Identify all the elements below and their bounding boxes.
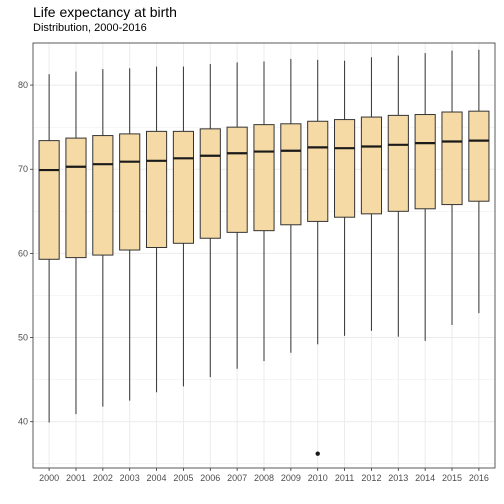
iqr-box — [360, 116, 383, 215]
x-tick-label: 2002 — [93, 473, 113, 483]
box-2007 — [226, 62, 248, 369]
chart-title: Life expectancy at birth — [33, 4, 177, 20]
axes: 40 50 60 70 80 2000 2001 2002 2003 2004 2005 2006 20… — [18, 80, 489, 483]
iqr-box — [92, 135, 114, 256]
outlier-point — [315, 451, 320, 456]
x-tick-label: 2005 — [173, 473, 193, 483]
box-2002 — [92, 69, 114, 407]
x-tick-label: 2016 — [469, 473, 489, 483]
y-tick-label: 50 — [18, 333, 28, 343]
box-2006 — [199, 64, 221, 378]
x-tick-label: 2007 — [227, 473, 247, 483]
x-tick-label: 2009 — [281, 473, 301, 483]
iqr-box — [280, 123, 302, 226]
x-tick-label: 2000 — [39, 473, 59, 483]
box-2001 — [65, 71, 87, 415]
box-2014 — [414, 53, 436, 341]
y-tick-label: 40 — [18, 417, 28, 427]
iqr-box — [307, 120, 329, 222]
iqr-box — [414, 114, 436, 210]
iqr-box — [119, 133, 141, 251]
box-2009 — [280, 58, 302, 353]
x-tick-label: 2013 — [388, 473, 408, 483]
iqr-box — [65, 137, 87, 259]
iqr-box — [441, 111, 463, 206]
iqr-box — [199, 128, 221, 239]
box-2000 — [38, 74, 60, 423]
x-tick-label: 2006 — [200, 473, 220, 483]
x-tick-label: 2003 — [120, 473, 140, 483]
box-2008 — [253, 61, 275, 362]
box-2010 — [307, 59, 329, 456]
x-tick-label: 2015 — [442, 473, 462, 483]
iqr-box — [468, 110, 490, 202]
y-tick-label: 80 — [18, 80, 28, 90]
x-tick-label: 2008 — [254, 473, 274, 483]
box-series — [38, 49, 490, 456]
iqr-box — [253, 124, 275, 232]
chart-subtitle: Distribution, 2000-2016 — [33, 22, 147, 34]
iqr-box — [226, 126, 248, 233]
iqr-box — [172, 130, 194, 244]
x-tick-label: 2010 — [308, 473, 328, 483]
iqr-box — [38, 140, 60, 260]
x-tick-label: 2012 — [361, 473, 381, 483]
x-tick-label: 2014 — [415, 473, 435, 483]
box-2015 — [441, 50, 463, 325]
y-tick-label: 60 — [18, 248, 28, 258]
x-tick-label: 2004 — [147, 473, 167, 483]
iqr-box — [387, 114, 409, 212]
x-tick-label: 2011 — [335, 473, 354, 483]
box-2012 — [360, 57, 383, 331]
iqr-box — [145, 130, 168, 249]
iqr-box — [334, 119, 356, 218]
y-tick-label: 70 — [18, 164, 28, 174]
box-2005 — [172, 66, 194, 387]
box-2011 — [334, 60, 356, 336]
box-2004 — [145, 66, 168, 393]
x-tick-label: 2001 — [66, 473, 86, 483]
box-2016 — [468, 49, 490, 314]
box-2013 — [387, 55, 409, 337]
box-2003 — [119, 68, 141, 401]
